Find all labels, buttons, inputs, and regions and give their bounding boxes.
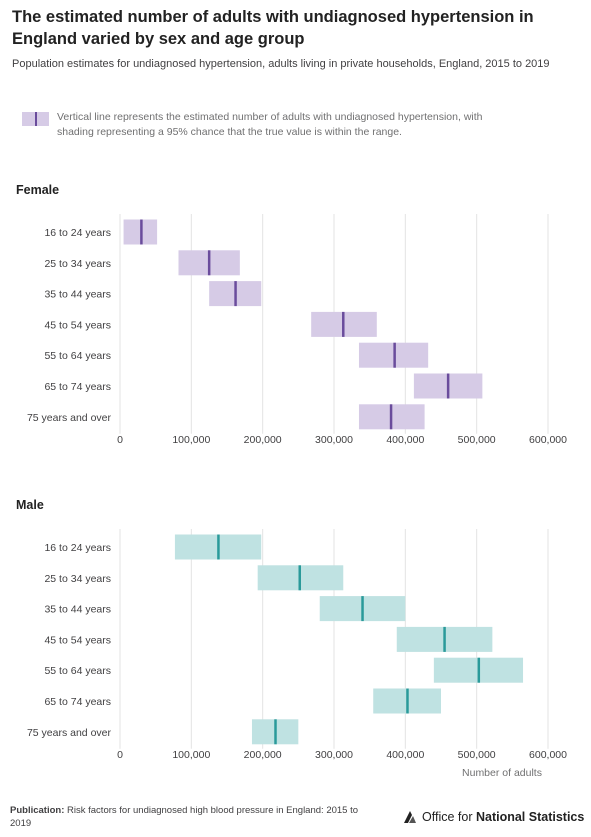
chart-subtitle: Population estimates for undiagnosed hyp… — [12, 58, 550, 70]
male-tick-label: 100,000 — [172, 749, 210, 761]
female-tick-label: 500,000 — [458, 434, 496, 446]
male-category-label: 35 to 44 years — [44, 604, 111, 616]
male-category-label: 45 to 54 years — [44, 634, 111, 646]
legend-text: Vertical line represents the estimated n… — [57, 111, 483, 138]
male-tick-label: 200,000 — [244, 749, 282, 761]
ons-logo-text-plain: Office for — [422, 810, 473, 824]
female-category-label: 75 years and over — [27, 412, 112, 424]
female-category-label: 45 to 54 years — [44, 319, 111, 331]
male-tick-label: 500,000 — [458, 749, 496, 761]
female-tick-label: 0 — [117, 434, 123, 446]
chart-title: The estimated number of adults with undi… — [12, 8, 534, 48]
male-category-label: 16 to 24 years — [44, 542, 111, 554]
male-category-label: 25 to 34 years — [44, 573, 111, 585]
publication-text: Risk factors for undiagnosed high blood … — [10, 805, 359, 829]
female-tick-label: 400,000 — [386, 434, 424, 446]
ons-logo-text-bold: National Statistics — [475, 810, 585, 824]
female-category-label: 25 to 34 years — [44, 258, 111, 270]
male-tick-label: 400,000 — [386, 749, 424, 761]
male-category-label: 65 to 74 years — [44, 696, 111, 708]
publication-label: Publication: — [10, 805, 65, 816]
female-tick-label: 300,000 — [315, 434, 353, 446]
male-category-label: 55 to 64 years — [44, 665, 111, 677]
male-category-label: 75 years and over — [27, 727, 112, 739]
ons-logo-icon — [404, 811, 416, 823]
female-category-label: 55 to 64 years — [44, 350, 111, 362]
female-tick-label: 100,000 — [172, 434, 210, 446]
female-panel-title: Female — [16, 183, 59, 197]
female-category-label: 65 to 74 years — [44, 381, 111, 393]
legend-swatch-line — [34, 112, 37, 126]
legend-swatch — [22, 112, 49, 126]
ons-logo: Office for National Statistics — [402, 807, 584, 827]
female-tick-label: 600,000 — [529, 434, 567, 446]
male-axis-label: Number of adults — [462, 767, 542, 779]
female-category-label: 16 to 24 years — [44, 227, 111, 239]
female-category-label: 35 to 44 years — [44, 289, 111, 301]
male-panel-title: Male — [16, 498, 44, 512]
male-tick-label: 300,000 — [315, 749, 353, 761]
range-chart: Female 16 to 24 years 25 to 34 years 35 to … — [16, 183, 567, 779]
male-tick-label: 600,000 — [529, 749, 567, 761]
female-tick-label: 200,000 — [244, 434, 282, 446]
footer: Publication: Risk factors for undiagnose… — [10, 804, 370, 830]
male-tick-label: 0 — [117, 749, 123, 761]
